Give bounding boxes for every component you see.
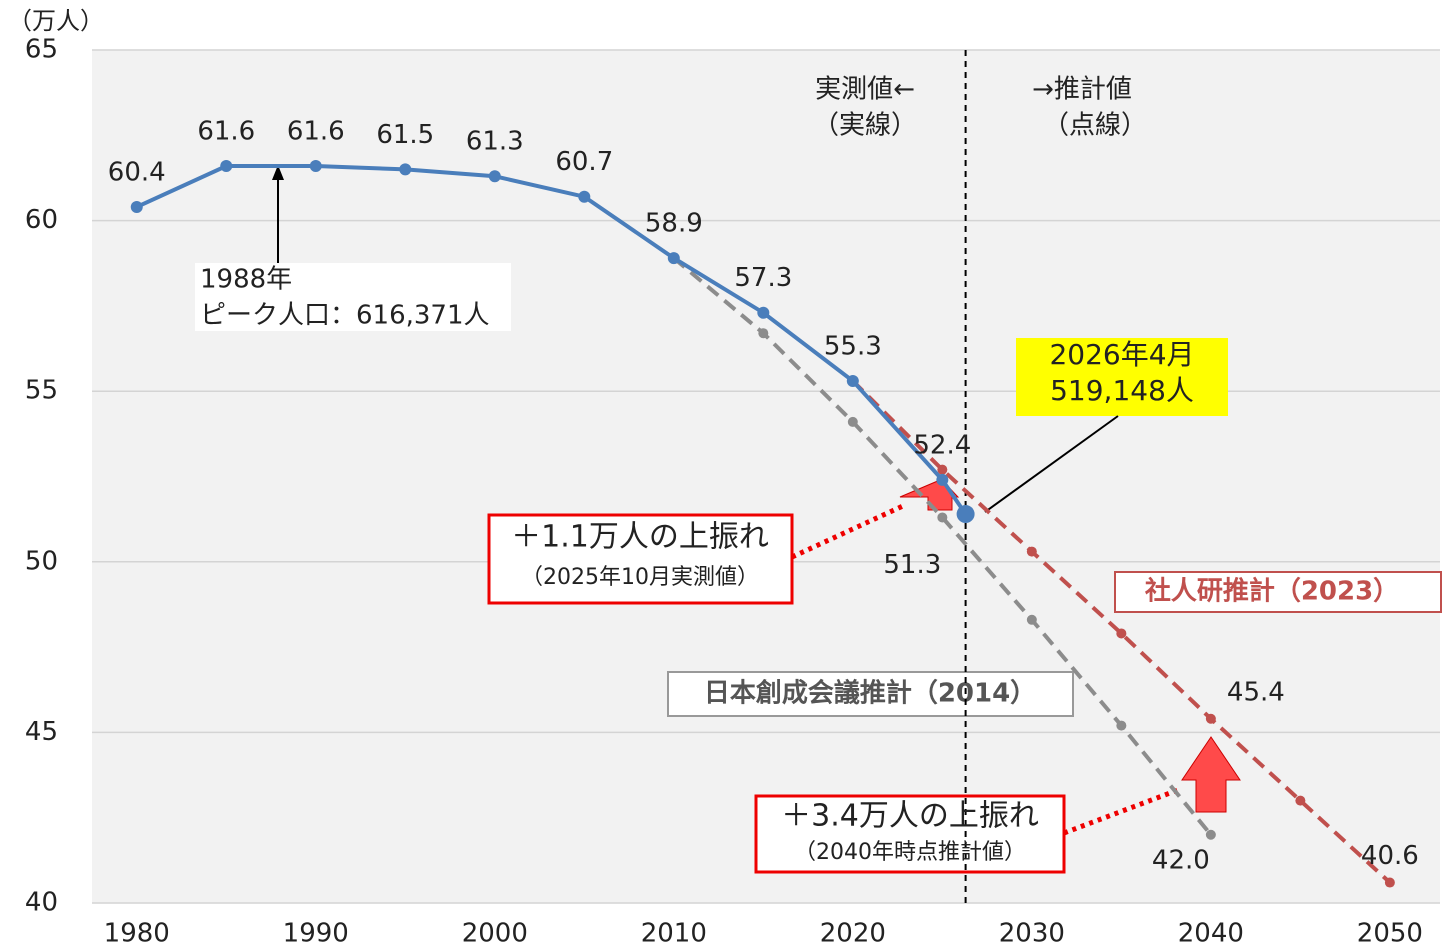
- data-label: 61.6: [287, 117, 345, 147]
- peak-arrowhead: [272, 165, 284, 180]
- data-label: 61.5: [376, 120, 434, 150]
- peak-box: [195, 263, 511, 331]
- legend-2023: 社人研推計（2023）: [1145, 576, 1399, 607]
- annotation: （2025年10月実測値）: [521, 565, 759, 590]
- x-tick-label: 1980: [104, 919, 170, 949]
- data-label: 51.3: [883, 550, 941, 580]
- data-label: 55.3: [824, 331, 882, 361]
- data-label: 58.9: [645, 209, 703, 239]
- x-tick-label: 2040: [1178, 919, 1244, 949]
- point: [956, 505, 975, 524]
- annotation: 1988年: [200, 265, 292, 295]
- legend-2014: 日本創成会議推計（2014）: [704, 678, 1036, 709]
- latest-leader: [984, 415, 1119, 513]
- diff-box-2: [754, 794, 1066, 874]
- point: [758, 328, 769, 339]
- data-label: 45.4: [1227, 677, 1285, 707]
- x-tick-label: 2050: [1357, 919, 1423, 949]
- annotation: ＋1.1万人の上振れ: [511, 520, 769, 555]
- data-label: 52.4: [913, 430, 971, 460]
- annotation: →推計値: [1032, 75, 1132, 105]
- point: [1116, 628, 1127, 639]
- point: [1026, 546, 1037, 557]
- point: [1026, 614, 1037, 625]
- annotation: 519,148人: [1050, 374, 1194, 407]
- point: [399, 163, 412, 176]
- annotation: （実線）: [813, 111, 917, 141]
- data-label: 61.6: [197, 117, 255, 147]
- point: [667, 252, 680, 265]
- point: [847, 416, 858, 427]
- point: [488, 170, 501, 183]
- annotation: ピーク人口：616,371人: [200, 301, 490, 331]
- x-tick-label: 2000: [462, 919, 528, 949]
- annotation: （点線）: [1043, 111, 1147, 141]
- point: [1205, 829, 1216, 840]
- annotation: （2040年時点推計値）: [794, 840, 1026, 865]
- data-label: 57.3: [734, 263, 792, 293]
- diff-dots-1: [790, 502, 907, 560]
- point: [1205, 713, 1216, 724]
- point: [1295, 795, 1306, 806]
- y-tick-label: 45: [25, 717, 58, 747]
- data-label: 40.6: [1361, 841, 1419, 871]
- point: [937, 464, 948, 475]
- y-tick-label: 60: [25, 205, 58, 235]
- point: [937, 512, 948, 523]
- point: [578, 190, 591, 203]
- data-label: 42.0: [1152, 845, 1210, 875]
- point: [220, 160, 233, 173]
- annotation: 2026年4月: [1049, 338, 1194, 371]
- diff-dots-2: [1063, 787, 1179, 836]
- annotation: ＋3.4万人の上振れ: [781, 799, 1039, 834]
- data-label: 61.3: [466, 127, 524, 157]
- point: [936, 473, 949, 486]
- latest-box: [1016, 338, 1228, 416]
- point: [757, 306, 770, 319]
- point: [130, 200, 143, 213]
- legend-box-2023: [1114, 571, 1442, 613]
- x-tick-label: 1990: [283, 919, 349, 949]
- data-label: 60.4: [108, 157, 166, 187]
- x-tick-label: 2010: [641, 919, 707, 949]
- point: [846, 374, 859, 387]
- plot-area: [92, 50, 1440, 903]
- y-unit: （万人）: [8, 7, 104, 35]
- point: [309, 160, 322, 173]
- y-tick-label: 40: [25, 888, 58, 918]
- point: [1384, 877, 1395, 888]
- annotation: 実測値←: [815, 75, 915, 105]
- diff-box-1: [487, 513, 794, 605]
- y-tick-label: 55: [25, 376, 58, 406]
- point: [1116, 720, 1127, 731]
- diff-arrow-2: [1181, 736, 1241, 813]
- x-tick-label: 2020: [820, 919, 886, 949]
- y-tick-label: 50: [25, 546, 58, 576]
- x-tick-label: 2030: [999, 919, 1065, 949]
- data-label: 60.7: [555, 147, 613, 177]
- legend-box-2014: [667, 671, 1074, 717]
- y-tick-label: 65: [25, 35, 58, 65]
